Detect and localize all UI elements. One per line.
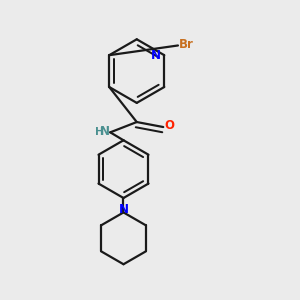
Text: H: H — [95, 127, 103, 137]
Text: N: N — [151, 49, 161, 62]
Text: Br: Br — [179, 38, 194, 50]
Text: N: N — [100, 125, 110, 138]
Text: O: O — [165, 119, 175, 132]
Text: N: N — [118, 203, 128, 216]
